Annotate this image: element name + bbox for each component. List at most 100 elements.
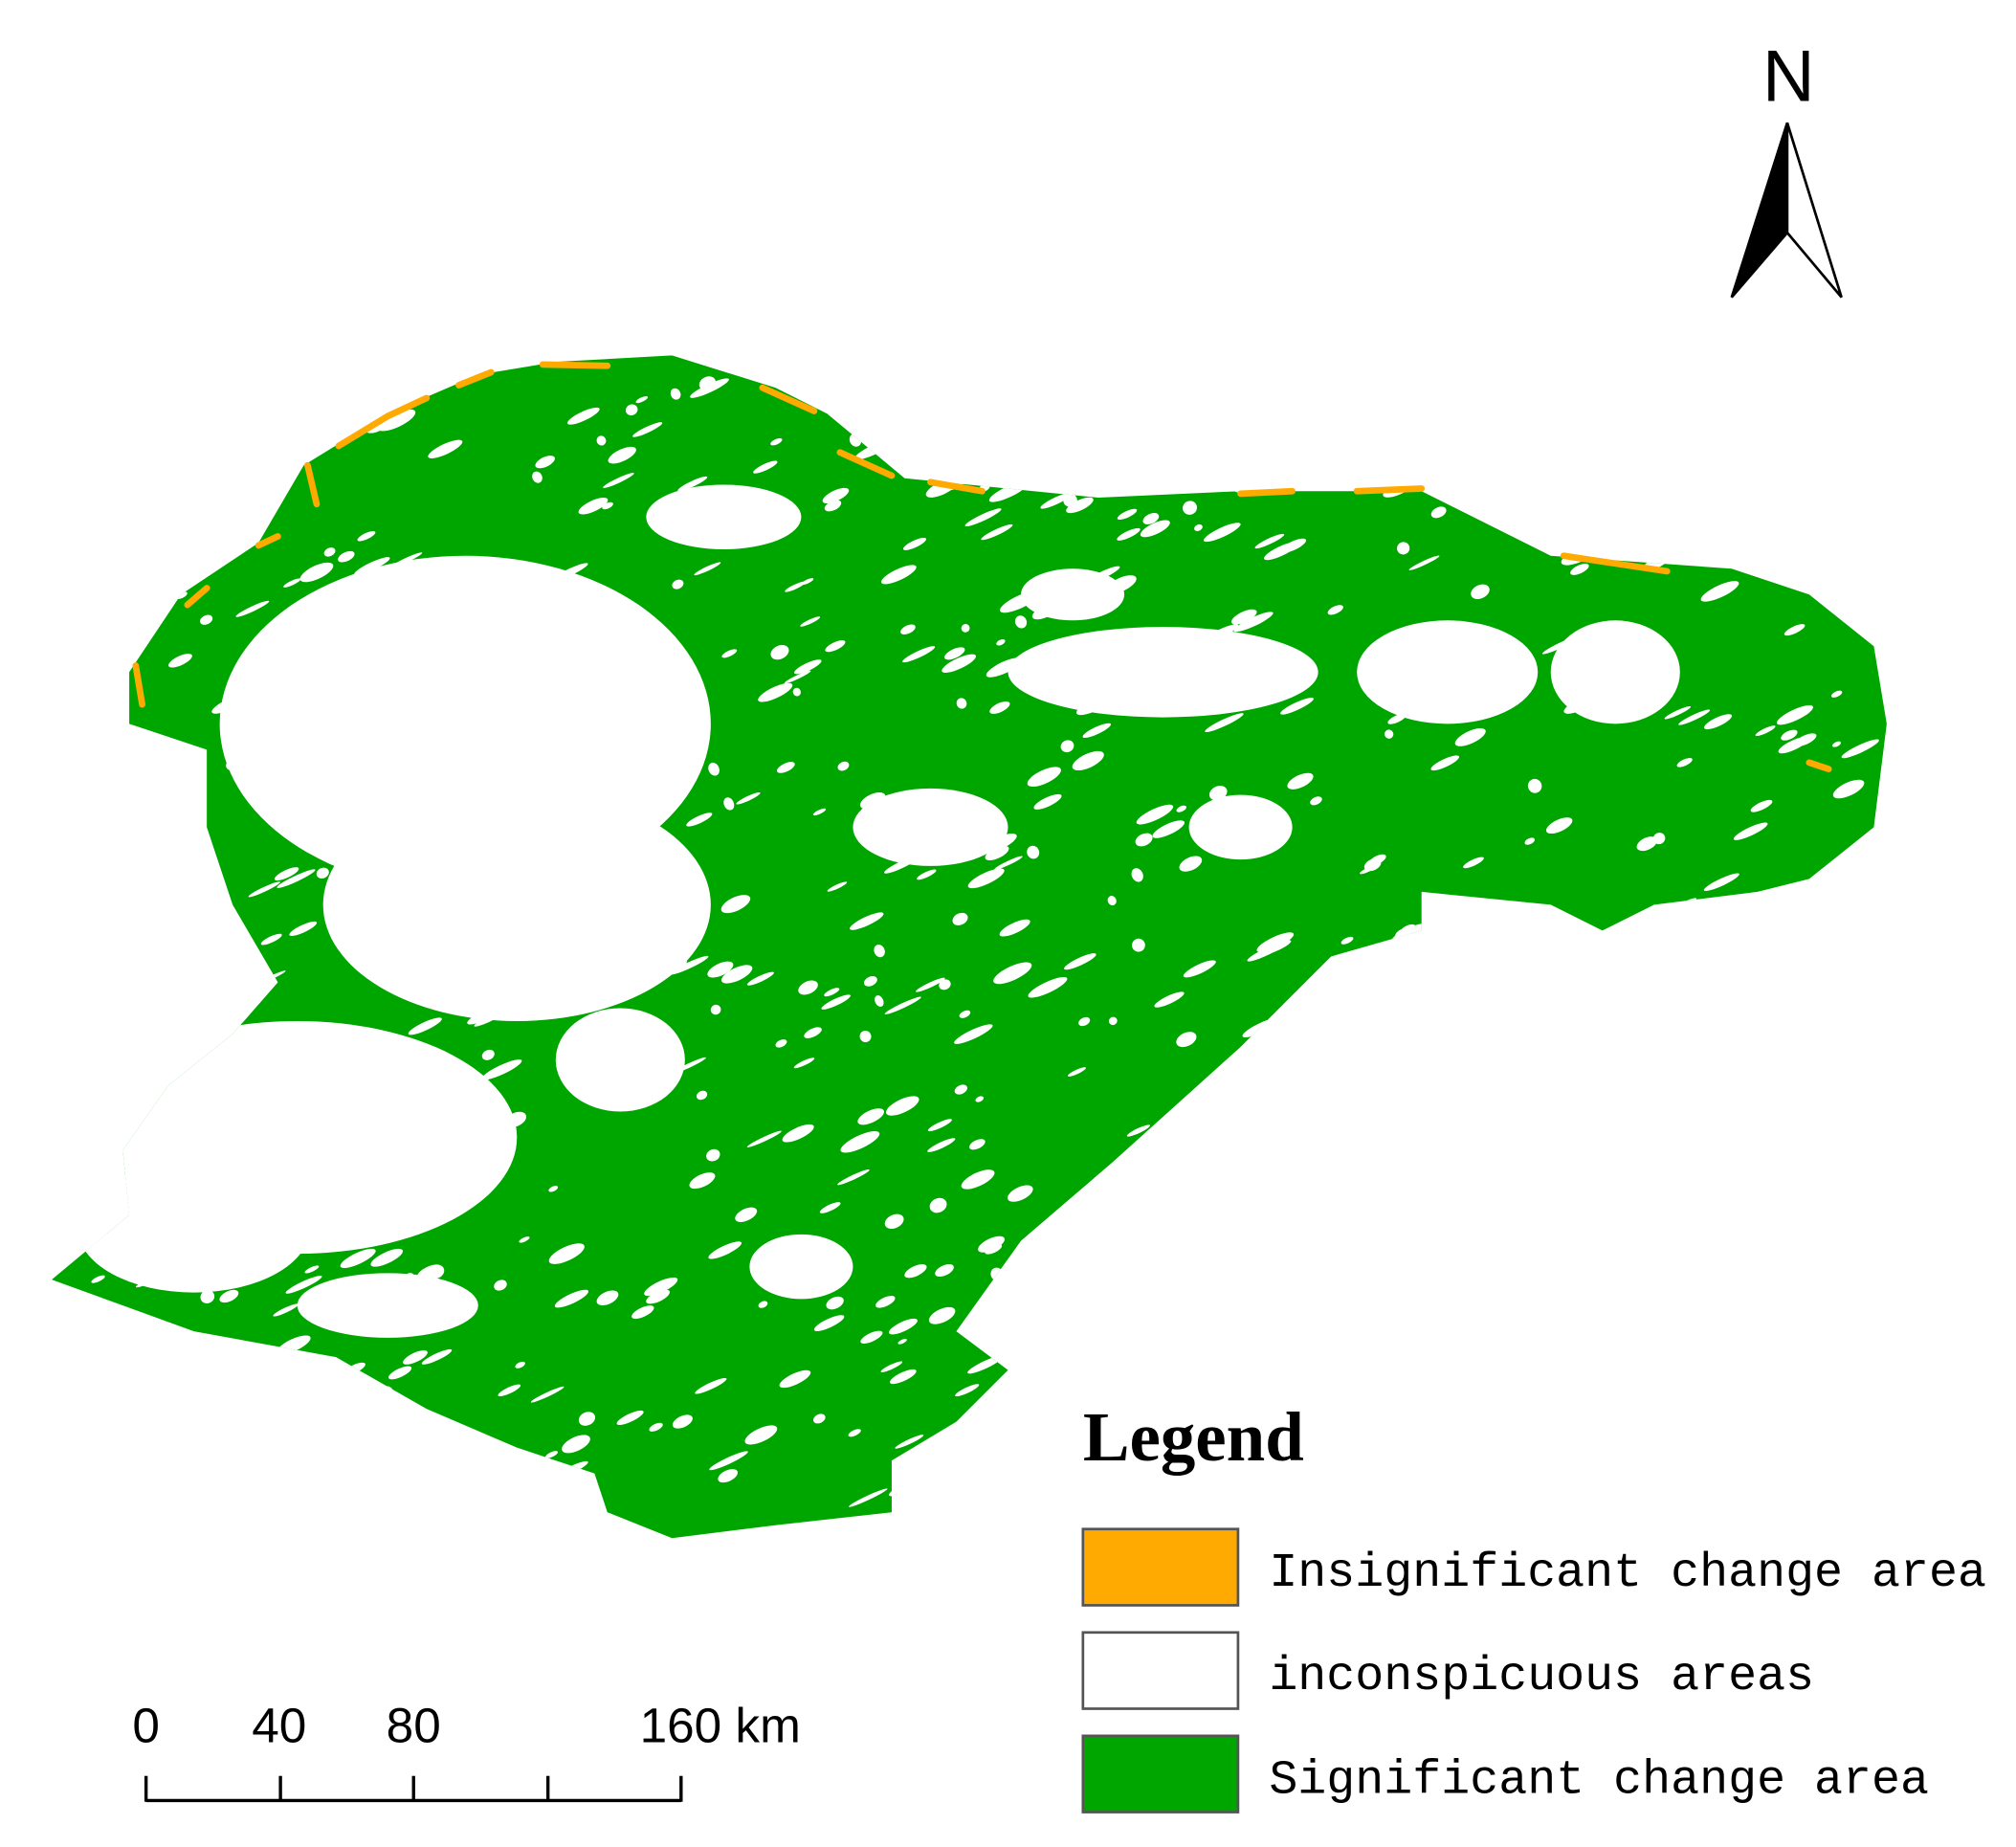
white-speck: [416, 1264, 442, 1280]
white-speck: [188, 1398, 221, 1416]
white-speck: [1075, 696, 1111, 716]
white-speck: [1240, 460, 1263, 473]
white-speck: [1183, 501, 1198, 515]
white-speck: [106, 532, 138, 550]
white-speck: [644, 1277, 678, 1297]
white-speck: [163, 361, 175, 369]
white-speck: [1334, 1307, 1346, 1316]
white-speck: [99, 715, 126, 729]
white-speck: [1052, 385, 1066, 396]
white-speck: [746, 971, 774, 986]
north-arrow-right: [1785, 122, 1843, 299]
white-speck: [1451, 467, 1464, 477]
white-speck: [776, 762, 795, 773]
legend-label: Significant change area: [1269, 1753, 1929, 1808]
white-speck: [1142, 513, 1160, 524]
white-speck: [889, 1369, 917, 1385]
white-speck: [1783, 624, 1806, 636]
white-speck: [1562, 1262, 1573, 1271]
white-speck: [1652, 833, 1666, 845]
white-speck: [986, 657, 1023, 678]
white-speck: [273, 1303, 299, 1317]
white-speck: [1208, 786, 1228, 801]
white-speck: [993, 962, 1032, 985]
white-speck: [967, 868, 1005, 889]
white-speck: [902, 646, 936, 663]
white-speck: [1703, 714, 1733, 730]
white-speck: [1522, 1211, 1561, 1234]
white-speck: [1256, 932, 1295, 952]
white-speck: [1449, 385, 1470, 398]
white-speck: [514, 842, 532, 856]
white-speck: [1570, 564, 1589, 575]
white-speck: [721, 649, 738, 658]
white-speck: [954, 1024, 993, 1044]
white-speck: [942, 366, 958, 380]
white-speck: [672, 1414, 693, 1429]
white-speck: [975, 1096, 985, 1102]
white-speck: [1040, 493, 1072, 509]
white-speck: [101, 766, 142, 789]
white-speck: [351, 1428, 389, 1450]
white-speck: [1703, 873, 1739, 892]
white-speck: [979, 432, 991, 442]
white-speck: [1588, 1047, 1612, 1063]
white-speck: [134, 1147, 175, 1168]
white-speck: [428, 1443, 455, 1460]
white-speck: [1819, 450, 1854, 467]
white-speck: [606, 1521, 614, 1526]
white-speck: [323, 1171, 339, 1186]
white-speck: [1676, 758, 1693, 768]
white-speck: [1176, 1032, 1197, 1048]
white-speck: [1646, 1312, 1667, 1327]
white-speck: [609, 946, 627, 957]
white-speck: [1259, 1374, 1274, 1383]
white-speck: [821, 367, 849, 384]
white-speck: [1710, 1366, 1736, 1381]
white-speck: [1512, 1161, 1524, 1173]
white-speck: [408, 1017, 442, 1035]
white-speck: [1749, 430, 1760, 441]
white-speck: [233, 1472, 269, 1491]
white-speck: [875, 995, 884, 1007]
white-speck: [1622, 692, 1634, 705]
white-speck: [1196, 456, 1217, 468]
white-speck: [532, 471, 543, 483]
white-speck: [1183, 960, 1216, 978]
white-speck: [1066, 497, 1094, 514]
white-speck: [1845, 1219, 1883, 1240]
white-speck: [415, 1302, 449, 1322]
white-speck: [1738, 1353, 1771, 1372]
white-speck: [964, 508, 1002, 527]
white-speck: [1805, 1170, 1820, 1182]
white-speck: [109, 914, 144, 931]
white-speck: [179, 1061, 216, 1081]
white-speck: [304, 1195, 318, 1203]
white-speck: [923, 1492, 961, 1510]
white-speck: [1241, 808, 1274, 827]
white-speck: [306, 1194, 334, 1213]
white-speck: [311, 655, 342, 670]
white-speck: [793, 659, 822, 675]
white-speck: [964, 814, 989, 833]
white-speck: [1832, 779, 1865, 799]
white-speck: [1141, 1179, 1168, 1192]
white-speck: [535, 456, 555, 469]
white-speck: [224, 440, 259, 457]
white-speck: [1028, 1455, 1039, 1463]
white-speck: [255, 758, 267, 770]
white-speck: [554, 1289, 589, 1308]
white-speck: [384, 1191, 396, 1205]
white-speck: [935, 1263, 954, 1278]
white-speck: [686, 812, 713, 827]
white-patch: [749, 1234, 853, 1300]
white-speck: [1181, 1346, 1217, 1365]
white-speck: [1193, 473, 1204, 482]
white-speck: [1501, 1192, 1517, 1203]
white-speck: [1665, 508, 1677, 517]
white-speck: [824, 988, 840, 997]
white-speck: [1055, 457, 1084, 474]
white-speck: [1346, 374, 1359, 384]
white-speck: [1268, 397, 1299, 414]
white-speck: [631, 1305, 654, 1320]
